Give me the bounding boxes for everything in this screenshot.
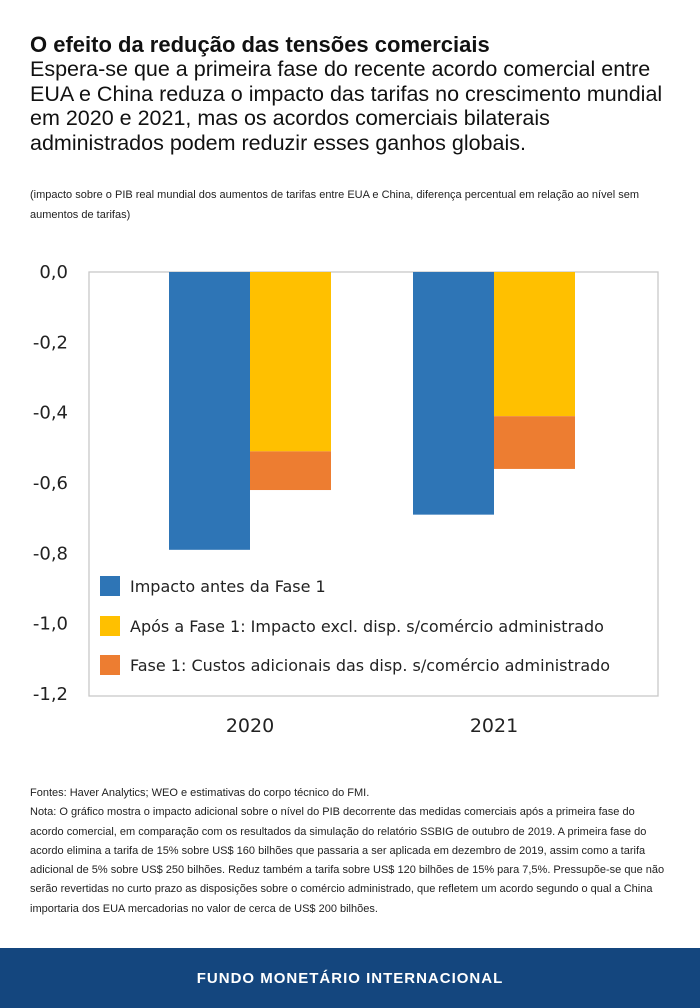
y-tick-label: -0,2 bbox=[33, 332, 68, 353]
footer-bar: FUNDO MONETÁRIO INTERNACIONAL bbox=[0, 948, 700, 1008]
legend-swatch bbox=[100, 655, 120, 675]
y-axis-ticks: 0,0 -0,2 -0,4 -0,6 -0,8 -1,0 -1,2 bbox=[33, 262, 68, 705]
bars bbox=[169, 272, 575, 550]
bar-chart: 0,0 -0,2 -0,4 -0,6 -0,8 -1,0 -1,2 2020 2021 Imp… bbox=[33, 262, 659, 737]
bar-impacto-antes-2020 bbox=[169, 272, 250, 550]
bar-custos-adicionais-2020 bbox=[250, 451, 331, 491]
chart-title: O efeito da redução das tensões comercia… bbox=[30, 32, 490, 57]
x-axis-labels: 2020 2021 bbox=[226, 715, 518, 737]
x-category-label: 2020 bbox=[226, 715, 274, 737]
chart-caption: (impacto sobre o PIB real mundial dos au… bbox=[30, 189, 639, 221]
y-tick-label: -0,4 bbox=[33, 403, 68, 424]
y-tick-label: -0,8 bbox=[33, 543, 68, 564]
footer-org-name: FUNDO MONETÁRIO INTERNACIONAL bbox=[196, 969, 504, 987]
note-text: Nota: O gráfico mostra o impacto adicion… bbox=[30, 806, 665, 915]
bar-apos-fase1-2020 bbox=[250, 272, 331, 452]
y-tick-label: -0,6 bbox=[33, 473, 68, 494]
bar-apos-fase1-2021 bbox=[494, 272, 575, 417]
bar-custos-adicionais-2021 bbox=[494, 416, 575, 469]
legend: Impacto antes da Fase 1 Após a Fase 1: Im… bbox=[100, 576, 610, 675]
y-tick-label: 0,0 bbox=[39, 262, 68, 283]
legend-swatch bbox=[100, 576, 120, 596]
chart-subtitle: Espera-se que a primeira fase do recente… bbox=[30, 57, 663, 155]
sources-text: Fontes: Haver Analytics; WEO e estimativ… bbox=[30, 787, 370, 799]
y-tick-label: -1,0 bbox=[33, 614, 68, 635]
legend-swatch bbox=[100, 616, 120, 636]
x-category-label: 2021 bbox=[470, 715, 518, 737]
legend-label: Impacto antes da Fase 1 bbox=[130, 577, 326, 596]
notes: Fontes: Haver Analytics; WEO e estimativ… bbox=[30, 784, 666, 919]
y-tick-label: -1,2 bbox=[33, 684, 68, 705]
bar-impacto-antes-2021 bbox=[413, 272, 494, 515]
legend-label: Fase 1: Custos adicionais das disp. s/co… bbox=[130, 656, 610, 675]
legend-label: Após a Fase 1: Impacto excl. disp. s/com… bbox=[130, 617, 604, 636]
